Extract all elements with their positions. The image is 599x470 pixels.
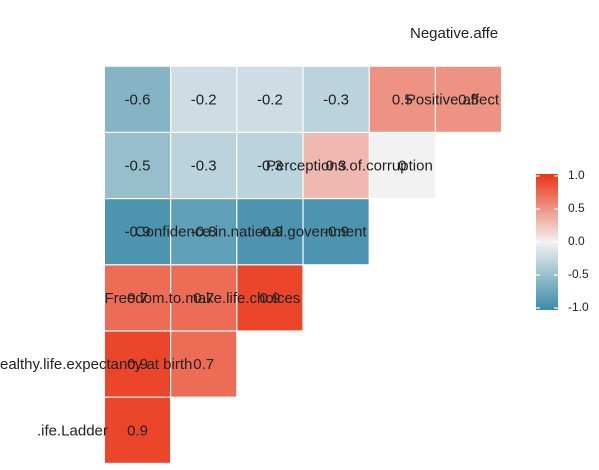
legend-tick-label: 1.0 [568,168,585,182]
heatmap-cell [171,331,237,397]
heatmap-cell [237,66,303,132]
heatmap-cells [105,66,501,463]
cell-value-label: 0 [398,157,406,174]
heatmap-cell [237,265,303,331]
legend-tick-label: 0.0 [568,234,585,248]
heatmap-cell [237,199,303,265]
variable-label: .ife.Ladder [37,422,108,439]
heatmap-cell [303,133,369,198]
variable-label: Confidence.in.national.government [135,224,368,241]
cell-value-labels: 0.9 0.9 0.7 0.7 0.7 0.9 -0.9 -0.8 -0.9 -0.9 -0.5 -0… [125,91,479,439]
heatmap-cell [105,133,170,198]
heatmap-cell [171,66,237,132]
heatmap-cell [436,66,501,132]
legend-tick-label: 0.5 [568,201,585,215]
legend-tick-label: -0.5 [568,267,589,281]
heatmap-cell [303,66,369,132]
cell-value-label: -0.9 [257,224,283,241]
variable-label: Negative.affe [410,25,498,42]
cell-value-label: -0.8 [191,224,217,241]
cell-value-label: -0.3 [323,91,349,108]
cell-value-label: 0.3 [326,157,347,174]
variable-labels: .ife.Ladder ealthy.life.expectancy at bir… [0,25,500,439]
variable-label: Freedom.to.make.life.choices [104,290,300,307]
heatmap-cell [105,331,170,397]
heatmap-cell [105,66,170,132]
variable-label: Positive.affect [406,91,500,108]
heatmap-cell [303,199,369,265]
heatmap-cell [369,133,435,198]
variable-label: Perceptions.of.corruption [266,157,433,174]
cell-value-label: 0.5 [392,91,413,108]
cell-value-label: 0.7 [127,290,148,307]
heatmap-cell [369,66,435,132]
legend-colorbar [536,174,558,310]
cell-value-label: 0.9 [127,422,148,439]
cell-value-label: -0.2 [257,91,283,108]
legend-tick-label: -1.0 [568,300,589,314]
heatmap-cell [237,133,303,198]
cell-value-label: 0.9 [127,356,148,373]
cell-value-label: -0.5 [125,157,151,174]
variable-label: ealthy.life.expectancy at birth [0,356,192,373]
heatmap-cell [171,265,237,331]
color-legend: 1.0 0.5 0.0 -0.5 -1.0 [536,168,589,314]
cell-value-label: -0.9 [323,224,349,241]
heatmap-cell [105,199,170,265]
cell-value-label: 0.7 [193,356,214,373]
cell-value-label: -0.6 [125,91,151,108]
cell-value-label: 0.7 [193,290,214,307]
cell-value-label: -0.9 [125,224,151,241]
heatmap-cell [105,265,170,331]
heatmap-cell [171,133,237,198]
heatmap-cell [171,199,237,265]
cell-value-label: 0.5 [458,91,479,108]
heatmap-cell [105,397,170,463]
cell-value-label: -0.3 [191,157,217,174]
cell-value-label: -0.2 [191,91,217,108]
cell-value-label: 0.9 [259,290,280,307]
cell-value-label: -0.3 [257,157,283,174]
